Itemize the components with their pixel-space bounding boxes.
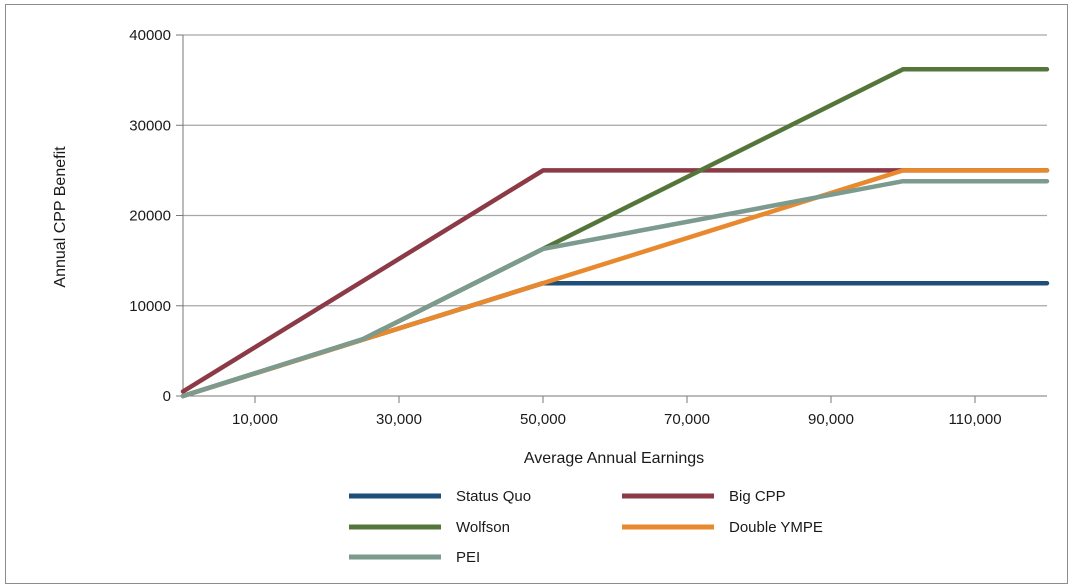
x-tick-label: 70,000 [664, 411, 710, 428]
y-tick-label: 10000 [129, 298, 171, 315]
legend-label-pei: PEI [456, 549, 480, 566]
y-axis-title: Annual CPP Benefit [52, 146, 69, 288]
y-tick-label: 20000 [129, 208, 171, 225]
y-tick-label: 30000 [129, 117, 171, 134]
x-tick-labels: 10,000 30,000 50,000 70,000 90,000 110,000 [232, 396, 1002, 428]
line-chart: 0 10000 20000 30000 40000 10,000 30,000 50,000… [52, 27, 1050, 566]
legend: Status Quo Big CPP Wolfson Double YMPE PEI [349, 488, 823, 566]
y-tick-labels: 0 10000 20000 30000 40000 [129, 27, 183, 405]
legend-label-status-quo: Status Quo [456, 488, 531, 505]
series-lines [180, 67, 1050, 399]
series-line-wolfson [180, 67, 1050, 399]
series-line-status-quo [180, 280, 1050, 399]
legend-label-big-cpp: Big CPP [729, 488, 786, 505]
x-tick-label: 50,000 [520, 411, 566, 428]
y-tick-label: 0 [163, 388, 171, 405]
series-line-pei [180, 178, 1050, 399]
x-tick-label: 90,000 [808, 411, 854, 428]
series-line-big-cpp [180, 168, 1050, 394]
grid-lines [183, 34, 1047, 307]
x-tick-label: 110,000 [948, 411, 1001, 428]
legend-label-double-ympe: Double YMPE [729, 519, 823, 536]
y-tick-label: 40000 [129, 27, 171, 44]
legend-label-wolfson: Wolfson [456, 519, 510, 536]
series-line-double-ympe [180, 168, 1050, 399]
x-axis-title: Average Annual Earnings [524, 450, 704, 467]
x-tick-label: 10,000 [232, 411, 278, 428]
x-tick-label: 30,000 [376, 411, 422, 428]
